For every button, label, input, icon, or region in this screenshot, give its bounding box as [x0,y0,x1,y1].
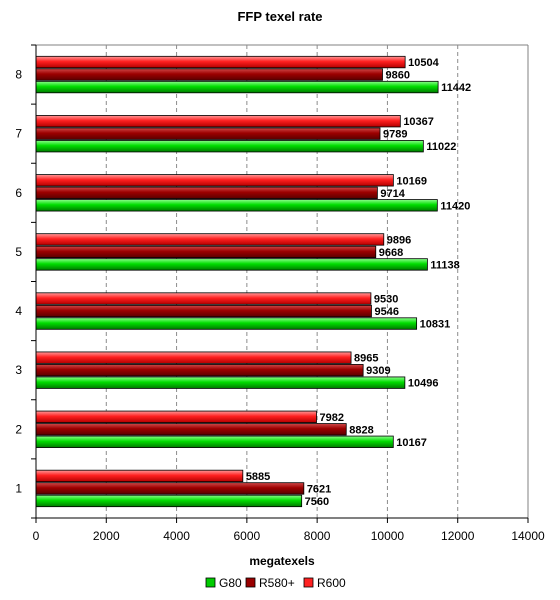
y-tick-label: 8 [15,68,22,82]
y-tick-label: 3 [15,363,22,377]
bar [35,410,317,423]
bar [35,469,244,483]
y-tick-label: 6 [15,186,22,200]
y-tick-label: 2 [15,422,22,436]
legend-swatch [205,577,216,588]
bar [35,68,383,81]
data-label: 7560 [305,496,329,508]
data-label: 7621 [307,483,331,495]
data-label: 10167 [396,437,427,449]
x-tick-label: 6000 [234,529,261,543]
legend-label: G80 [219,576,242,590]
axes: 0 2000 4000 6000 8000 10000 12000 14000 1 2 3 4 5 6 7 8 [15,44,545,543]
bar [35,435,394,448]
bar [35,376,406,389]
bar [35,317,418,330]
data-label: 11022 [426,141,456,153]
bar [35,174,394,187]
x-tick-label: 8000 [304,529,331,543]
data-label: 5885 [246,471,270,483]
legend-swatch [245,577,256,588]
data-label: 10496 [408,378,439,390]
data-label: 10169 [396,175,427,187]
x-tick-label: 0 [33,529,40,543]
data-label: 11442 [441,82,471,94]
y-tick-label: 7 [15,127,22,141]
bar [35,55,406,69]
bar [35,351,352,364]
bar [35,127,381,140]
bar [35,304,372,318]
legend: G80 R580+ R600 [205,576,346,590]
data-label: 9896 [387,234,411,246]
bar [35,245,377,259]
x-tick-label: 4000 [163,529,190,543]
data-label: 10831 [420,319,451,331]
data-label: 8828 [349,424,373,436]
data-label: 9714 [380,188,405,200]
legend-label: R600 [317,576,346,590]
data-label: 9530 [374,294,398,306]
bar [35,364,364,377]
y-tick-label: 5 [15,245,22,259]
bar [35,258,428,271]
bar [35,186,378,199]
data-label: 10367 [403,116,434,128]
data-label: 9789 [383,129,407,141]
x-tick-label: 12000 [441,529,475,543]
bar [35,423,347,436]
y-tick-label: 1 [15,481,22,495]
data-label: 10504 [408,57,439,69]
data-label: 9546 [374,306,398,318]
legend-label: R580+ [259,576,295,590]
bar [35,199,438,212]
x-tick-label: 10000 [371,529,405,543]
legend-swatch [303,577,314,588]
bar [35,494,303,508]
data-label: 9668 [379,247,403,259]
bar [35,292,372,305]
x-tick-label: 2000 [93,529,120,543]
bar [35,115,401,128]
bars [35,55,439,508]
y-tick-label: 4 [15,304,22,318]
data-label: 8965 [354,353,378,365]
x-tick-label: 14000 [511,529,545,543]
data-label: 9860 [386,70,410,82]
bar [35,140,424,153]
data-label: 11138 [430,259,459,271]
x-axis-label: megatexels [249,554,315,568]
data-label: 11420 [440,200,470,212]
bar [35,482,305,495]
chart-title: FFP texel rate [237,9,322,24]
bar [35,80,439,94]
data-label: 9309 [366,365,390,377]
data-label: 7982 [320,412,344,424]
bar [35,233,385,246]
